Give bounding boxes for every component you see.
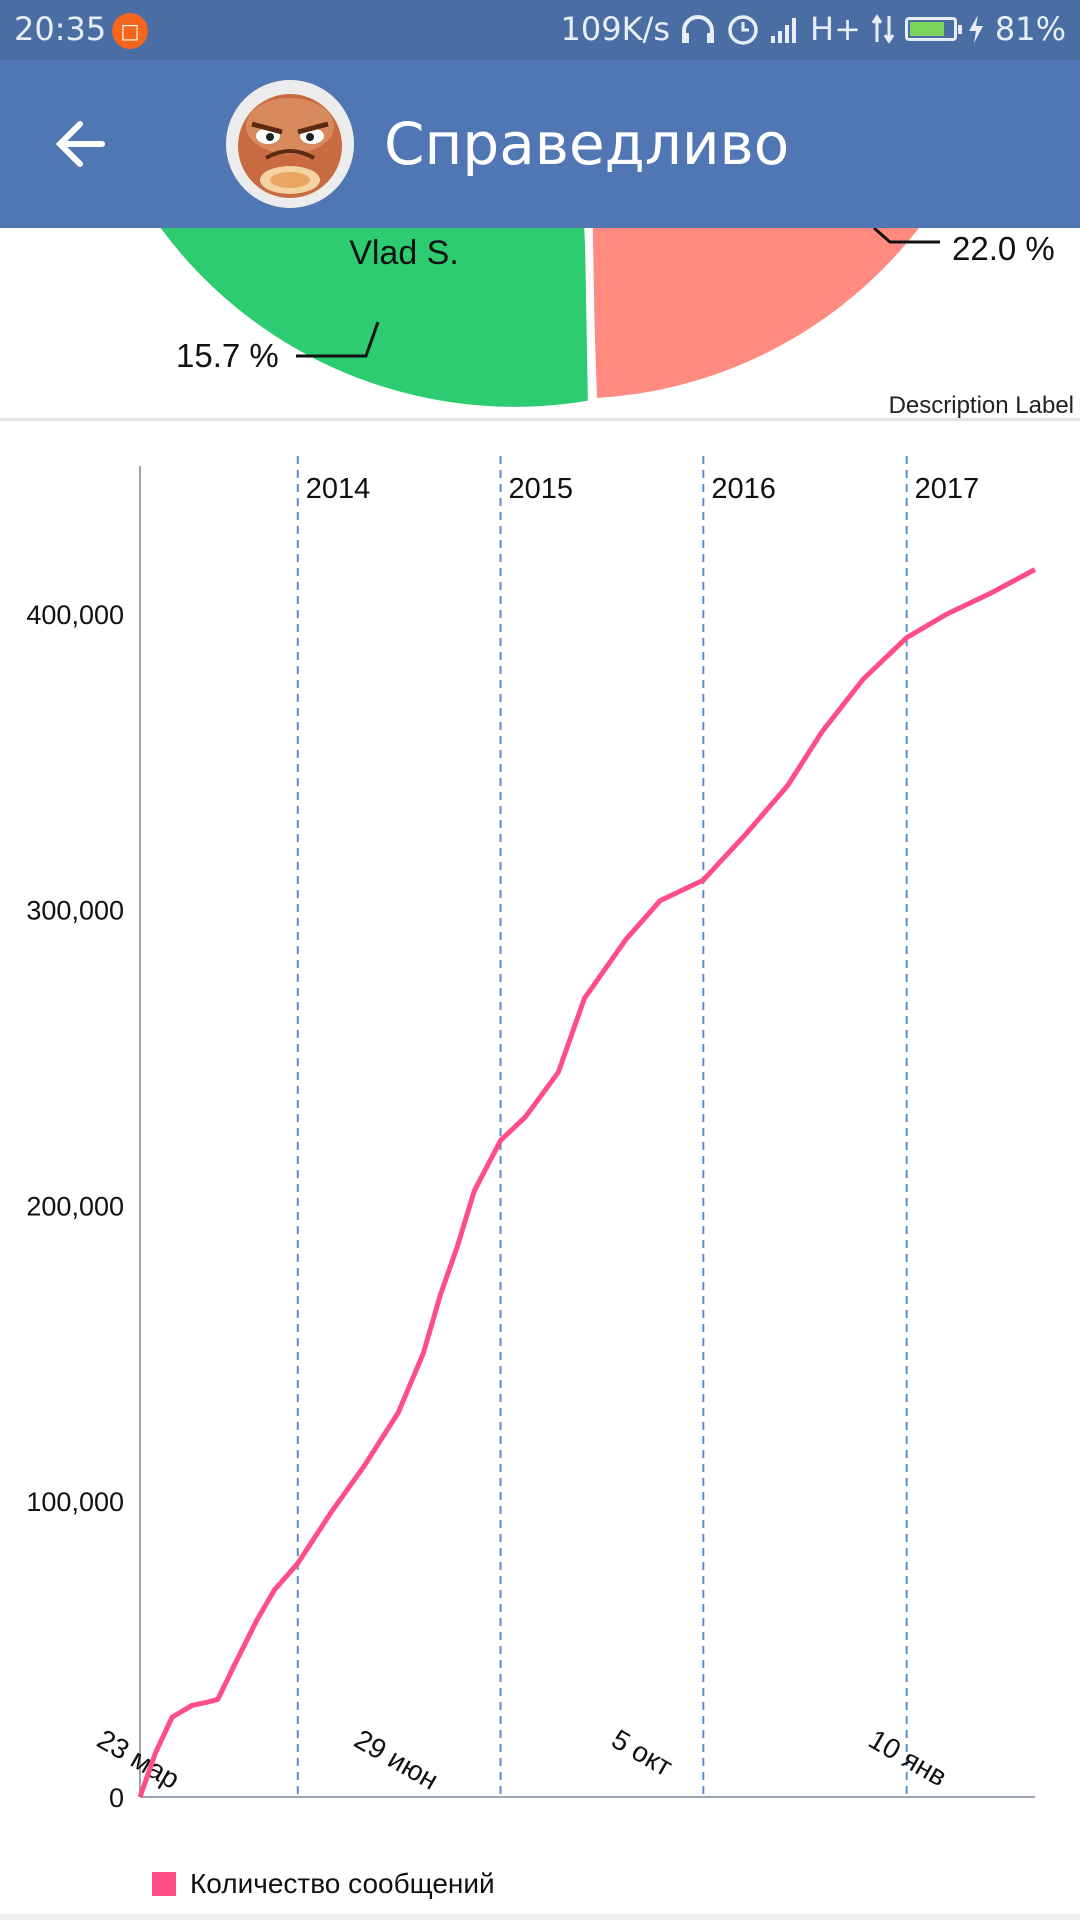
avatar[interactable] [226,80,354,208]
network-speed: 109K/s [560,10,670,48]
x-tick-label: 29 июн [349,1723,443,1795]
alarm-icon [728,15,758,45]
status-bar: 20:35 □ 109K/s H+ 81% [0,0,1080,60]
battery-icon [904,17,962,41]
status-time: 20:35 [14,10,107,48]
pie-value-label-1: 15.7 % [176,337,279,374]
x-tick-label: 5 окт [606,1723,677,1782]
year-marker-label: 2017 [915,473,980,505]
y-tick-label: 0 [109,1783,124,1813]
y-tick-label: 400,000 [26,600,124,630]
battery-level [909,22,944,36]
year-marker-label: 2016 [711,473,776,505]
year-markers: 2014 2015 2016 2017 [296,456,980,1797]
x-tick-label: 10 янв [864,1723,953,1792]
line-chart: 2014 2015 2016 2017 0 100,000 200,000 300,000 4… [26,456,1037,1813]
pie-slice-other[interactable] [582,228,930,398]
pie-leader-line [296,321,380,358]
year-marker-label: 2014 [306,473,371,505]
notification-icon: □ [112,13,148,49]
pie-slice-vlad[interactable] [150,228,592,407]
divider [0,418,1080,421]
page-title: Справедливо [384,110,790,178]
chart-legend: Количество сообщений [152,1868,495,1900]
pie-description-label: Description Label [888,392,1074,419]
y-axis: 0 100,000 200,000 300,000 400,000 [26,466,141,1813]
charging-icon [968,15,983,43]
app-bar: Справедливо [0,60,1080,228]
signal-icon [771,18,796,43]
year-marker-label: 2015 [509,473,574,505]
bottom-divider [0,1914,1080,1920]
legend-label: Количество сообщений [190,1868,495,1899]
pie-value-label-2: 22.0 % [952,230,1055,267]
y-tick-label: 100,000 [26,1487,124,1517]
y-tick-label: 200,000 [26,1191,124,1221]
grumpy-face-avatar [226,80,354,208]
network-type: H+ [810,10,861,48]
legend-swatch [152,1872,176,1896]
pie-leader-line-2 [873,228,940,244]
x-tick-label: 23 мар [92,1723,185,1795]
x-axis: 23 мар 29 июн 5 окт 10 янв [92,1723,1035,1798]
battery-percent: 81% [994,10,1066,48]
data-arrows-icon [871,14,895,44]
pie-chart: Vlad S. 15.7 % 22.0 % [0,228,1080,420]
y-tick-label: 300,000 [26,896,124,926]
series-line [137,567,1037,1798]
pie-slice-label: Vlad S. [349,234,459,272]
arrow-left-icon[interactable] [50,112,114,176]
headphones-icon [682,15,714,43]
status-indicators: 109K/s H+ 81% [560,10,1066,48]
